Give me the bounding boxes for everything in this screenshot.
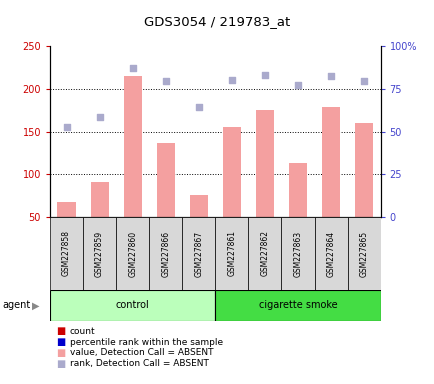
Bar — [189, 195, 207, 217]
Text: rank, Detection Call = ABSENT: rank, Detection Call = ABSENT — [69, 359, 208, 368]
Bar — [248, 217, 281, 290]
Bar — [314, 217, 347, 290]
Bar — [321, 107, 339, 217]
Text: GSM227860: GSM227860 — [128, 230, 137, 276]
Bar — [288, 163, 306, 217]
Text: value, Detection Call = ABSENT: value, Detection Call = ABSENT — [69, 348, 213, 358]
Text: control: control — [115, 300, 149, 310]
Text: GSM227867: GSM227867 — [194, 230, 203, 276]
Bar — [255, 110, 273, 217]
Bar — [182, 217, 215, 290]
Point — [294, 81, 301, 88]
Text: GSM227865: GSM227865 — [359, 230, 368, 276]
Text: GSM227862: GSM227862 — [260, 230, 269, 276]
Bar — [222, 127, 240, 217]
Text: GSM227866: GSM227866 — [161, 230, 170, 276]
Text: cigarette smoke: cigarette smoke — [258, 300, 336, 310]
Bar — [149, 217, 182, 290]
Bar — [347, 217, 380, 290]
Bar — [156, 142, 174, 217]
Bar — [50, 290, 215, 321]
Text: percentile rank within the sample: percentile rank within the sample — [69, 338, 222, 347]
Bar — [50, 217, 83, 290]
Bar — [215, 217, 248, 290]
Text: ■: ■ — [56, 359, 66, 369]
Point — [129, 65, 136, 71]
Text: GDS3054 / 219783_at: GDS3054 / 219783_at — [144, 15, 290, 28]
Point — [63, 124, 70, 130]
Text: GSM227861: GSM227861 — [227, 230, 236, 276]
Text: agent: agent — [2, 300, 30, 310]
Bar — [90, 182, 108, 217]
Text: ■: ■ — [56, 326, 66, 336]
Point — [261, 72, 268, 78]
Point — [327, 73, 334, 79]
Point — [195, 104, 202, 110]
Bar — [215, 290, 380, 321]
Bar — [116, 217, 149, 290]
Text: GSM227858: GSM227858 — [62, 230, 71, 276]
Text: count: count — [69, 327, 95, 336]
Text: ■: ■ — [56, 337, 66, 347]
Bar — [281, 217, 314, 290]
Text: GSM227863: GSM227863 — [293, 230, 302, 276]
Text: ■: ■ — [56, 348, 66, 358]
Bar — [83, 217, 116, 290]
Bar — [123, 76, 141, 217]
Text: ▶: ▶ — [32, 300, 39, 310]
Bar — [57, 202, 76, 217]
Point — [228, 77, 235, 83]
Bar — [354, 123, 372, 217]
Text: GSM227864: GSM227864 — [326, 230, 335, 276]
Point — [96, 114, 103, 120]
Point — [162, 78, 169, 84]
Text: GSM227859: GSM227859 — [95, 230, 104, 276]
Point — [360, 78, 367, 84]
